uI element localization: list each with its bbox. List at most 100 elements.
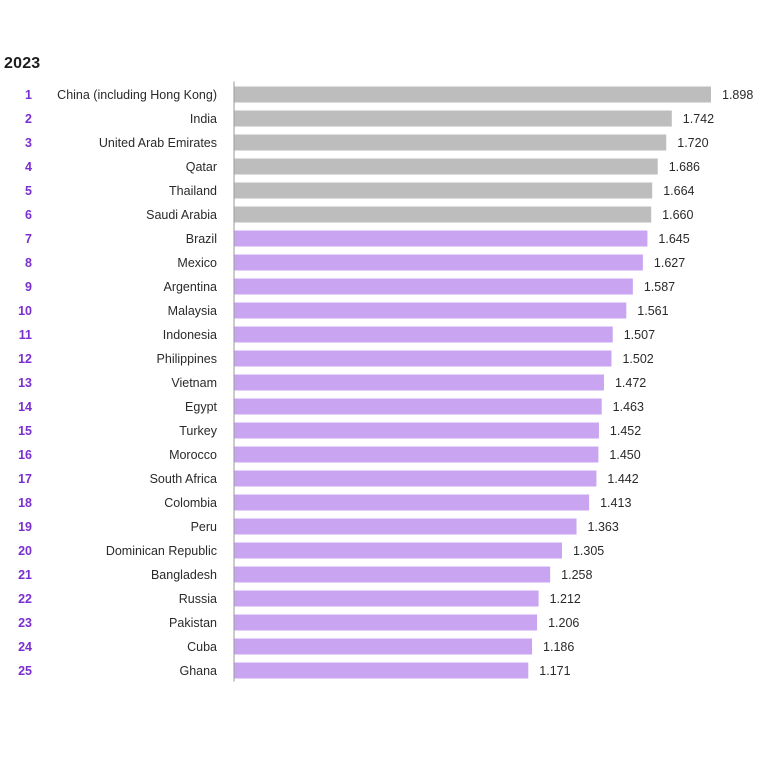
bar <box>234 494 590 511</box>
category-label: China (including Hong Kong) <box>57 88 217 102</box>
bar <box>234 446 599 463</box>
value-label: 1.507 <box>624 328 655 342</box>
value-label: 1.898 <box>722 88 753 102</box>
bar <box>234 134 667 151</box>
rank-label: 8 <box>25 256 32 270</box>
rank-label: 20 <box>18 544 32 558</box>
chart-rows: 1 China (including Hong Kong) 1.898 2 India 1… <box>18 86 753 679</box>
value-label: 1.450 <box>609 448 640 462</box>
value-label: 1.664 <box>663 184 694 198</box>
bar <box>234 590 539 607</box>
value-label: 1.561 <box>637 304 668 318</box>
bar <box>234 662 529 679</box>
value-label: 1.206 <box>548 616 579 630</box>
bar <box>234 230 648 247</box>
bar <box>234 638 533 655</box>
category-label: Cuba <box>187 640 217 654</box>
rank-label: 12 <box>18 352 32 366</box>
value-label: 1.452 <box>610 424 641 438</box>
category-label: Ghana <box>179 664 217 678</box>
rank-label: 5 <box>25 184 32 198</box>
category-label: Bangladesh <box>151 568 217 582</box>
category-label: Indonesia <box>163 328 217 342</box>
category-label: Egypt <box>185 400 217 414</box>
rank-label: 13 <box>18 376 32 390</box>
category-label: Malaysia <box>168 304 217 318</box>
category-label: Qatar <box>186 160 217 174</box>
rank-label: 11 <box>19 328 32 342</box>
rank-label: 4 <box>25 160 32 174</box>
value-label: 1.502 <box>622 352 653 366</box>
category-label: Argentina <box>163 280 217 294</box>
category-label: Brazil <box>186 232 217 246</box>
category-label: India <box>190 112 217 126</box>
rank-label: 24 <box>18 640 32 654</box>
value-label: 1.587 <box>644 280 675 294</box>
bar <box>234 566 551 583</box>
value-label: 1.463 <box>613 400 644 414</box>
value-label: 1.186 <box>543 640 574 654</box>
value-label: 1.258 <box>561 568 592 582</box>
rank-label: 22 <box>18 592 32 606</box>
rank-label: 7 <box>25 232 32 246</box>
rank-label: 23 <box>18 616 32 630</box>
rank-label: 25 <box>18 664 32 678</box>
category-label: Mexico <box>177 256 217 270</box>
value-label: 1.720 <box>677 136 708 150</box>
bar <box>234 542 562 559</box>
category-label: Vietnam <box>171 376 217 390</box>
bar <box>234 110 672 127</box>
value-label: 1.171 <box>539 664 570 678</box>
value-label: 1.645 <box>658 232 689 246</box>
rank-label: 6 <box>25 208 32 222</box>
bar <box>234 350 612 367</box>
category-label: Pakistan <box>169 616 217 630</box>
category-label: Thailand <box>169 184 217 198</box>
category-label: Morocco <box>169 448 217 462</box>
bar <box>234 422 599 439</box>
bar <box>234 206 652 223</box>
category-label: South Africa <box>150 472 217 486</box>
value-label: 1.472 <box>615 376 646 390</box>
value-label: 1.442 <box>607 472 638 486</box>
category-label: Turkey <box>179 424 217 438</box>
bar <box>234 326 613 343</box>
bar <box>234 518 577 535</box>
value-label: 1.363 <box>588 520 619 534</box>
bar <box>234 278 633 295</box>
rank-label: 18 <box>18 496 32 510</box>
bar <box>234 470 597 487</box>
value-label: 1.627 <box>654 256 685 270</box>
rank-label: 17 <box>18 472 32 486</box>
category-label: Philippines <box>157 352 217 366</box>
rank-label: 19 <box>18 520 32 534</box>
rank-label: 14 <box>18 400 32 414</box>
category-label: United Arab Emirates <box>99 136 217 150</box>
category-label: Saudi Arabia <box>146 208 217 222</box>
value-label: 1.686 <box>669 160 700 174</box>
value-label: 1.660 <box>662 208 693 222</box>
value-label: 1.742 <box>683 112 714 126</box>
category-label: Colombia <box>164 496 217 510</box>
rank-label: 3 <box>25 136 32 150</box>
rank-label: 15 <box>18 424 32 438</box>
rank-label: 16 <box>18 448 32 462</box>
rank-label: 1 <box>25 88 32 102</box>
value-label: 1.212 <box>550 592 581 606</box>
bar <box>234 614 538 631</box>
category-label: Russia <box>179 592 217 606</box>
rank-label: 21 <box>18 568 32 582</box>
bar <box>234 86 711 103</box>
bar <box>234 182 653 199</box>
chart-title: 2023 <box>4 55 41 72</box>
rank-label: 2 <box>25 112 32 126</box>
bar <box>234 302 627 319</box>
bar <box>234 374 604 391</box>
value-label: 1.305 <box>573 544 604 558</box>
rank-label: 10 <box>18 304 32 318</box>
bar <box>234 158 658 175</box>
bar <box>234 254 643 271</box>
category-label: Peru <box>191 520 217 534</box>
category-label: Dominican Republic <box>106 544 217 558</box>
